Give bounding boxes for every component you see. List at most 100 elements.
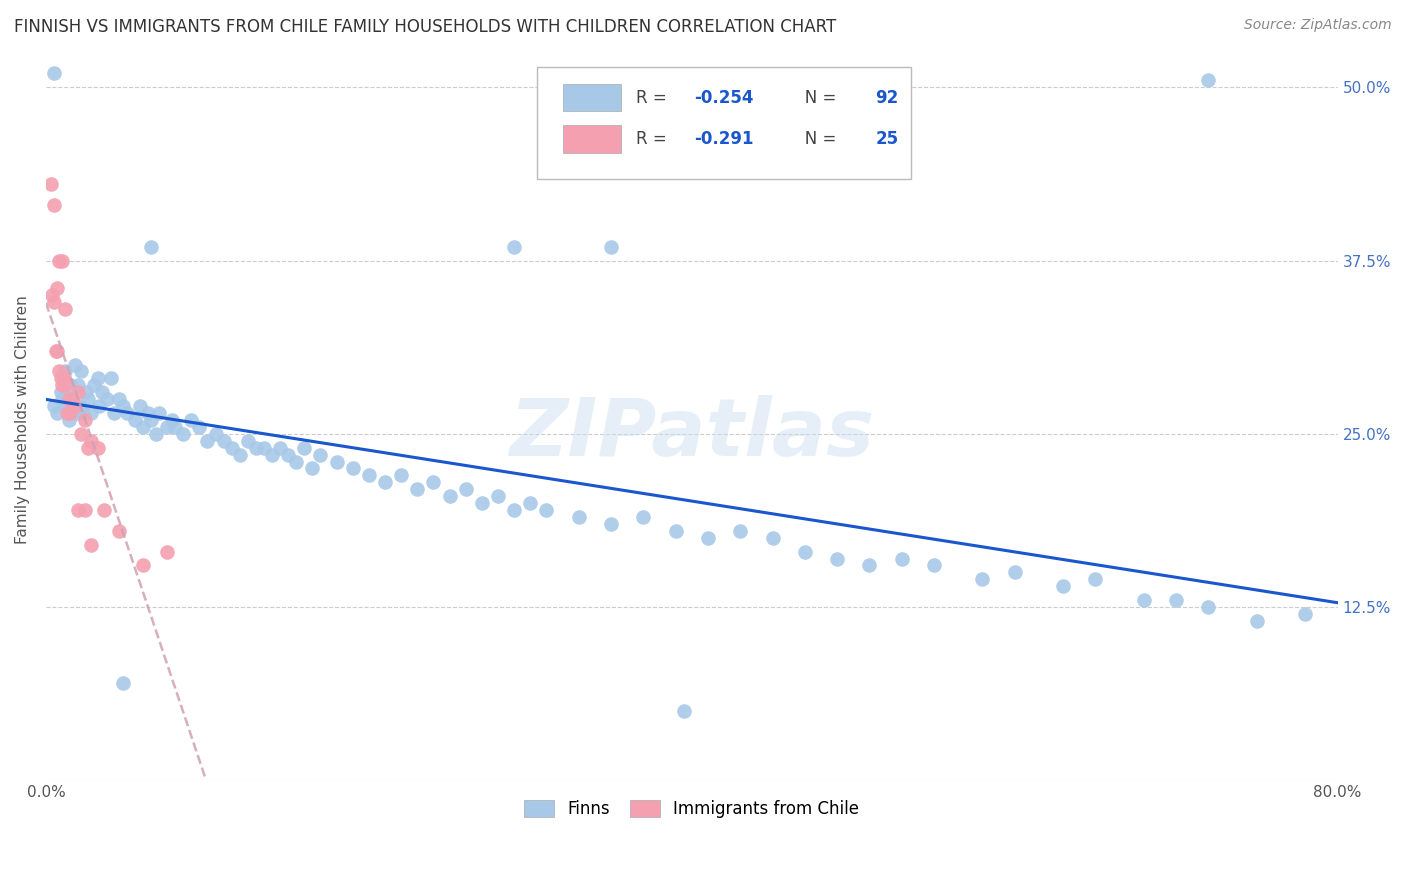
- Point: [86, 371, 108, 385]
- Point: [89, 399, 111, 413]
- Text: N =: N =: [789, 130, 841, 148]
- Point: [103, 406, 125, 420]
- Point: [39, 178, 62, 192]
- Point: [389, 468, 412, 483]
- Point: [42, 66, 65, 80]
- Y-axis label: Family Households with Children: Family Households with Children: [15, 295, 30, 544]
- Point: [51, 378, 73, 392]
- Point: [672, 704, 695, 718]
- Point: [115, 406, 138, 420]
- Text: 25: 25: [875, 130, 898, 148]
- Point: [1004, 566, 1026, 580]
- Point: [42, 295, 65, 310]
- Point: [406, 482, 429, 496]
- Point: [69, 399, 91, 413]
- Point: [148, 406, 170, 420]
- Point: [1133, 593, 1156, 607]
- Point: [145, 426, 167, 441]
- Point: [858, 558, 880, 573]
- Point: [77, 441, 100, 455]
- Point: [301, 461, 323, 475]
- Point: [80, 538, 103, 552]
- Point: [139, 240, 162, 254]
- Point: [107, 392, 129, 406]
- Point: [52, 371, 75, 385]
- Point: [922, 558, 945, 573]
- Point: [1198, 73, 1220, 87]
- Point: [503, 240, 526, 254]
- Point: [188, 420, 211, 434]
- Point: [228, 448, 250, 462]
- Point: [665, 524, 688, 538]
- Point: [890, 551, 912, 566]
- Point: [503, 503, 526, 517]
- Point: [45, 343, 67, 358]
- Point: [761, 531, 783, 545]
- Point: [107, 524, 129, 538]
- Point: [132, 420, 155, 434]
- Text: Source: ZipAtlas.com: Source: ZipAtlas.com: [1244, 18, 1392, 32]
- Point: [66, 406, 89, 420]
- Point: [600, 516, 623, 531]
- Point: [568, 510, 591, 524]
- Point: [93, 503, 115, 517]
- Point: [75, 385, 97, 400]
- Point: [277, 448, 299, 462]
- Point: [60, 392, 83, 406]
- Point: [53, 301, 76, 316]
- Point: [292, 441, 315, 455]
- Point: [73, 503, 96, 517]
- Point: [63, 399, 86, 413]
- Text: R =: R =: [637, 89, 672, 107]
- Text: -0.291: -0.291: [695, 130, 754, 148]
- Point: [439, 489, 461, 503]
- Point: [309, 448, 332, 462]
- Point: [49, 385, 72, 400]
- Point: [139, 413, 162, 427]
- FancyBboxPatch shape: [562, 125, 621, 153]
- Point: [165, 420, 187, 434]
- Legend: Finns, Immigrants from Chile: Finns, Immigrants from Chile: [516, 791, 868, 826]
- Point: [197, 434, 219, 448]
- Point: [70, 426, 93, 441]
- Point: [77, 392, 100, 406]
- Point: [80, 406, 103, 420]
- Point: [285, 454, 308, 468]
- Point: [63, 358, 86, 372]
- Point: [132, 558, 155, 573]
- Point: [67, 385, 90, 400]
- Point: [58, 392, 80, 406]
- Point: [83, 378, 105, 392]
- Point: [46, 343, 69, 358]
- Point: [96, 392, 118, 406]
- Point: [112, 399, 135, 413]
- Point: [156, 544, 179, 558]
- Point: [793, 544, 815, 558]
- Point: [80, 434, 103, 448]
- Point: [454, 482, 477, 496]
- Point: [253, 441, 276, 455]
- FancyBboxPatch shape: [537, 67, 911, 178]
- Point: [58, 413, 80, 427]
- Point: [260, 448, 283, 462]
- Point: [112, 676, 135, 690]
- Point: [180, 413, 202, 427]
- Point: [357, 468, 380, 483]
- Point: [172, 426, 194, 441]
- Point: [374, 475, 396, 490]
- Point: [269, 441, 291, 455]
- Point: [46, 406, 69, 420]
- Point: [59, 406, 82, 420]
- Point: [91, 385, 114, 400]
- Point: [1246, 614, 1268, 628]
- Point: [42, 198, 65, 212]
- Point: [825, 551, 848, 566]
- Point: [422, 475, 444, 490]
- Point: [41, 288, 63, 302]
- Point: [46, 281, 69, 295]
- Point: [51, 392, 73, 406]
- Point: [1052, 579, 1074, 593]
- Point: [156, 420, 179, 434]
- Point: [60, 392, 83, 406]
- Point: [536, 503, 558, 517]
